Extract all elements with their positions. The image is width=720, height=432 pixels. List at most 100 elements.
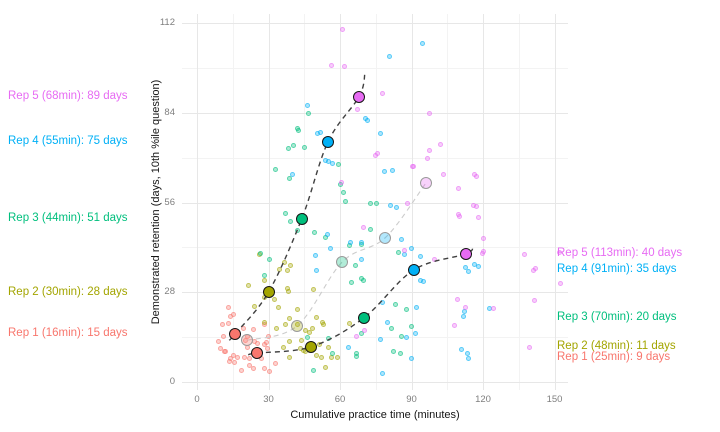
data-point-rep5 [339, 180, 345, 186]
data-point-rep4 [458, 347, 464, 353]
rep-marker-median-learner-2 [291, 319, 304, 332]
data-point-rep2 [252, 303, 258, 309]
data-point-rep4 [377, 337, 383, 343]
data-point-rep2 [334, 354, 340, 360]
data-point-rep4 [304, 102, 310, 108]
data-point-rep5 [490, 305, 496, 311]
data-point-rep3 [395, 250, 401, 256]
data-point-rep2 [287, 355, 293, 361]
data-point-rep1 [261, 365, 267, 371]
data-point-rep4 [476, 264, 482, 270]
data-point-rep2 [284, 267, 290, 273]
data-point-rep1 [240, 326, 246, 331]
x-tick-label: 30 [263, 394, 274, 405]
data-point-rep2 [262, 277, 268, 283]
left-annotation-rep-1: Rep 1 (16min): 15 days [8, 327, 128, 340]
data-point-rep3 [266, 257, 272, 263]
data-point-rep3 [257, 251, 263, 257]
data-point-rep4 [359, 257, 365, 263]
data-point-rep3 [374, 200, 380, 206]
data-point-rep4 [466, 356, 472, 362]
data-point-rep5 [426, 110, 432, 116]
data-point-rep5 [329, 63, 335, 69]
rep-marker-slow-learner-2 [305, 340, 318, 353]
data-point-rep5 [360, 225, 366, 230]
data-point-rep3 [311, 230, 317, 236]
data-point-rep2 [280, 344, 286, 350]
data-point-rep5 [480, 235, 486, 241]
data-point-rep4 [381, 168, 387, 174]
x-tick-label: 120 [475, 394, 491, 405]
data-point-rep4 [289, 171, 295, 177]
data-point-rep1 [232, 359, 238, 365]
gridline [182, 23, 568, 24]
data-point-rep5 [473, 174, 479, 180]
data-point-rep5 [380, 90, 386, 96]
y-tick-label: 0 [169, 376, 175, 387]
data-point-rep3 [403, 307, 409, 313]
data-point-rep4 [461, 314, 467, 320]
data-point-rep1 [219, 322, 225, 328]
data-point-rep2 [314, 315, 320, 321]
data-point-rep5 [354, 107, 360, 112]
data-point-rep5 [476, 215, 482, 221]
gridline [182, 67, 568, 69]
data-point-rep3 [340, 190, 346, 196]
data-point-rep5 [452, 323, 458, 329]
data-point-rep3 [302, 145, 308, 151]
data-point-rep1 [250, 365, 256, 371]
data-point-rep3 [367, 200, 373, 206]
data-point-rep3 [390, 349, 396, 354]
data-point-rep3 [330, 350, 336, 356]
data-point-rep4 [377, 131, 383, 137]
data-point-rep3 [368, 226, 374, 232]
data-point-rep3 [294, 227, 300, 233]
right-annotation-rep-5: Rep 5 (113min): 40 days [557, 247, 683, 260]
data-point-rep4 [461, 309, 467, 315]
gridline [197, 14, 198, 390]
data-point-rep2 [281, 259, 287, 265]
data-point-rep1 [226, 320, 232, 326]
data-point-rep2 [277, 266, 283, 272]
data-point-rep5 [342, 64, 348, 70]
data-point-rep2 [320, 322, 326, 328]
data-point-rep2 [310, 286, 316, 292]
data-point-rep3 [295, 125, 301, 131]
data-point-rep2 [287, 315, 293, 321]
gridline [447, 14, 449, 390]
data-point-rep3 [288, 218, 294, 224]
data-point-rep2 [285, 289, 291, 295]
data-point-rep3 [352, 263, 358, 269]
data-point-rep1 [241, 354, 247, 360]
data-point-rep5 [530, 267, 536, 273]
x-axis-title: Cumulative practice time (minutes) [290, 409, 460, 421]
data-point-rep5 [424, 156, 430, 162]
data-point-rep2 [309, 326, 315, 331]
data-point-rep1 [267, 368, 273, 374]
data-point-rep2 [316, 341, 322, 347]
data-point-rep1 [265, 333, 271, 339]
data-point-rep4 [389, 167, 395, 173]
data-point-rep3 [392, 301, 398, 307]
data-point-rep4 [412, 330, 418, 336]
right-annotation-rep-1: Rep 1 (25min): 9 days [557, 350, 671, 363]
data-point-rep4 [385, 319, 391, 325]
data-point-rep4 [393, 204, 399, 210]
data-point-rep3 [287, 175, 293, 181]
data-point-rep3 [388, 326, 394, 331]
right-annotation-rep-4: Rep 4 (91min): 35 days [557, 263, 677, 276]
data-point-rep1 [264, 345, 270, 351]
rep-marker-fast-learner-1 [229, 327, 242, 340]
data-point-rep2 [246, 283, 252, 289]
x-tick-label: 90 [406, 394, 417, 405]
data-point-rep1 [254, 340, 260, 346]
data-point-rep3 [305, 111, 311, 117]
data-point-rep2 [271, 296, 277, 302]
data-point-rep3 [349, 280, 355, 286]
data-point-rep4 [408, 355, 414, 361]
data-point-rep3 [360, 277, 366, 283]
gridline [483, 14, 484, 390]
data-point-rep4 [413, 304, 419, 310]
data-point-rep5 [522, 251, 528, 257]
